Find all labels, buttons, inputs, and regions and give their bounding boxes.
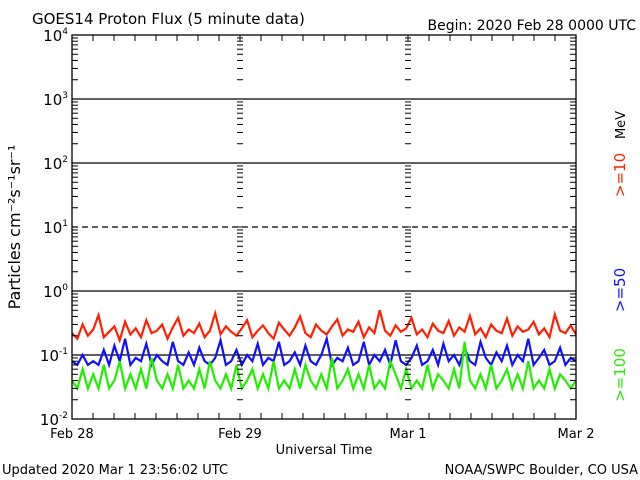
x-tick-label: Feb 28 — [50, 427, 94, 442]
y-tick-label: 10-2 — [40, 411, 68, 429]
legend-ge100: >=100 — [611, 348, 629, 402]
chart-title: GOES14 Proton Flux (5 minute data) — [32, 10, 305, 28]
y-tick-label: 103 — [43, 91, 68, 109]
axes — [71, 34, 577, 420]
y-tick-label: 101 — [43, 219, 68, 237]
x-tick-labels: Feb 28 Feb 29 Mar 1 Mar 2 — [50, 427, 594, 442]
y-axis-label: Particles cm⁻²s⁻¹sr⁻¹ — [5, 145, 24, 310]
series-line-ge50 — [71, 334, 577, 369]
x-axis-label: Universal Time — [276, 443, 373, 458]
y-tick-labels: 104 103 102 101 100 10-1 10-2 — [40, 27, 68, 429]
x-tick-label: Mar 1 — [390, 427, 427, 442]
legend-ge10: >=10 — [611, 153, 629, 197]
y-tick-label: 10-1 — [40, 347, 68, 365]
series-line-ge100 — [71, 341, 577, 393]
legend-units: MeV — [614, 111, 629, 139]
series-group — [71, 309, 577, 393]
x-tick-label: Feb 29 — [218, 427, 262, 442]
begin-label: Begin: 2020 Feb 28 0000 UTC — [428, 18, 637, 34]
y-tick-label: 100 — [43, 283, 68, 301]
legend: >=10 >=50 >=100 MeV — [611, 111, 629, 402]
y-tick-label: 102 — [43, 155, 68, 173]
updated-label: Updated 2020 Mar 1 23:56:02 UTC — [2, 463, 228, 478]
source-label: NOAA/SWPC Boulder, CO USA — [445, 463, 638, 478]
grid — [72, 98, 576, 356]
y-tick-label: 104 — [43, 27, 68, 45]
x-tick-label: Mar 2 — [558, 427, 595, 442]
series-line-ge10 — [71, 309, 577, 344]
legend-ge50: >=50 — [611, 268, 629, 312]
